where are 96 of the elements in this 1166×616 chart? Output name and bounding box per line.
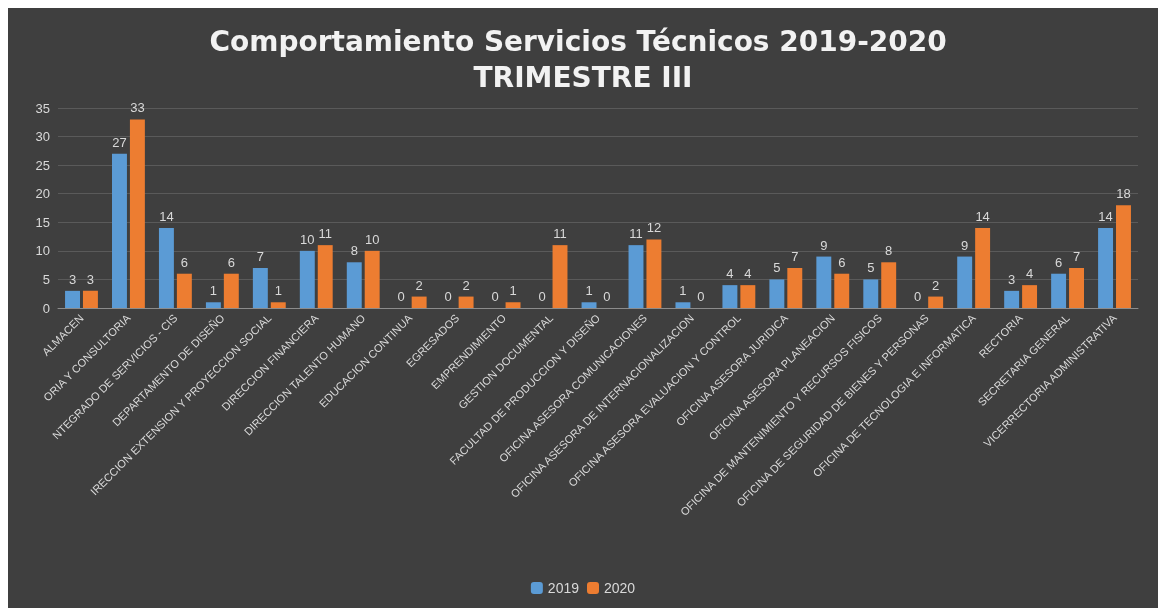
data-label: 7 <box>791 249 799 264</box>
data-label: 7 <box>1072 249 1081 264</box>
bar <box>1069 268 1084 308</box>
data-label: 0 <box>444 289 452 304</box>
data-label: 1 <box>274 283 282 299</box>
data-label: 18 <box>1116 186 1131 202</box>
data-label: 6 <box>180 254 188 270</box>
bar <box>411 296 427 308</box>
bar <box>112 153 127 308</box>
legend-label: 2020 <box>604 580 636 596</box>
bar <box>1116 205 1131 308</box>
bar <box>863 279 879 308</box>
bar <box>223 273 239 308</box>
y-tick-label: 20 <box>35 186 50 202</box>
data-label: 3 <box>68 271 77 287</box>
data-label: 14 <box>1098 209 1113 224</box>
data-label: 0 <box>603 289 611 304</box>
chart-title: Comportamiento Servicios Técnicos 2019-2020 TRIMESTRE III <box>209 24 957 94</box>
data-label: 2 <box>462 277 470 293</box>
data-label: 8 <box>350 243 358 259</box>
y-tick-label: 15 <box>35 214 50 230</box>
data-label: 1 <box>679 283 687 299</box>
bar <box>82 290 98 308</box>
data-label: 14 <box>159 209 174 224</box>
bar <box>364 250 380 308</box>
bar <box>628 245 644 308</box>
data-label: 4 <box>1025 266 1034 282</box>
data-label: 5 <box>773 260 781 276</box>
data-label: 11 <box>629 226 643 242</box>
bar <box>252 268 268 308</box>
bar <box>317 245 333 308</box>
bar <box>458 296 474 308</box>
bar <box>646 239 662 308</box>
bar <box>834 273 850 308</box>
data-label: 10 <box>364 231 380 247</box>
bar <box>975 228 991 308</box>
y-tick-label: 25 <box>35 157 50 173</box>
bar <box>552 245 568 308</box>
bar <box>722 285 738 308</box>
data-label: 0 <box>538 289 546 304</box>
data-label: 1 <box>209 283 217 299</box>
data-label: 9 <box>820 237 828 253</box>
data-label: 1 <box>509 283 517 299</box>
data-label: 3 <box>1008 271 1016 287</box>
y-tick-label: 5 <box>42 271 50 287</box>
bar <box>158 228 174 308</box>
data-label: 8 <box>885 243 893 259</box>
bar <box>581 302 597 308</box>
bar <box>769 279 785 308</box>
bar <box>928 296 944 308</box>
data-label: 0 <box>914 289 922 304</box>
data-label: 1 <box>585 283 593 299</box>
data-label: 27 <box>112 134 127 150</box>
bar <box>176 273 192 308</box>
data-label: 10 <box>300 231 315 247</box>
data-label: 11 <box>553 226 567 242</box>
data-label: 3 <box>86 271 95 287</box>
bar <box>1022 285 1038 308</box>
data-label: 4 <box>744 266 752 282</box>
bar <box>299 250 315 308</box>
bar <box>1004 290 1020 308</box>
data-label: 0 <box>491 289 499 304</box>
data-label: 2 <box>932 277 940 293</box>
bar <box>957 256 973 308</box>
data-label: 6 <box>838 254 846 270</box>
bar <box>740 285 756 308</box>
data-label: 14 <box>975 209 990 224</box>
y-tick-label: 10 <box>35 243 50 259</box>
data-label: 6 <box>227 254 235 270</box>
bar <box>675 302 691 308</box>
y-tick-label: 35 <box>35 100 50 116</box>
bar <box>1051 273 1067 308</box>
bar <box>129 119 145 308</box>
y-tick-label: 30 <box>35 129 50 145</box>
bar <box>346 262 362 308</box>
bar <box>205 302 221 308</box>
bar <box>816 256 832 308</box>
data-label: 7 <box>256 249 264 264</box>
data-label: 11 <box>318 226 332 242</box>
legend-label: 2019 <box>547 580 580 596</box>
bar <box>65 290 80 308</box>
bar <box>505 302 521 308</box>
data-label: 0 <box>697 289 705 304</box>
bar <box>881 262 897 308</box>
data-label: 5 <box>867 260 875 276</box>
data-label: 12 <box>646 220 662 236</box>
data-label: 33 <box>130 100 145 116</box>
data-label: 9 <box>961 237 969 253</box>
data-label: 2 <box>415 277 423 293</box>
bar <box>270 302 286 308</box>
data-label: 0 <box>397 289 405 304</box>
bar <box>787 268 803 308</box>
bar <box>1098 228 1114 308</box>
data-label: 4 <box>726 266 734 282</box>
y-tick-label: 0 <box>42 300 50 316</box>
data-label: 6 <box>1054 254 1063 270</box>
